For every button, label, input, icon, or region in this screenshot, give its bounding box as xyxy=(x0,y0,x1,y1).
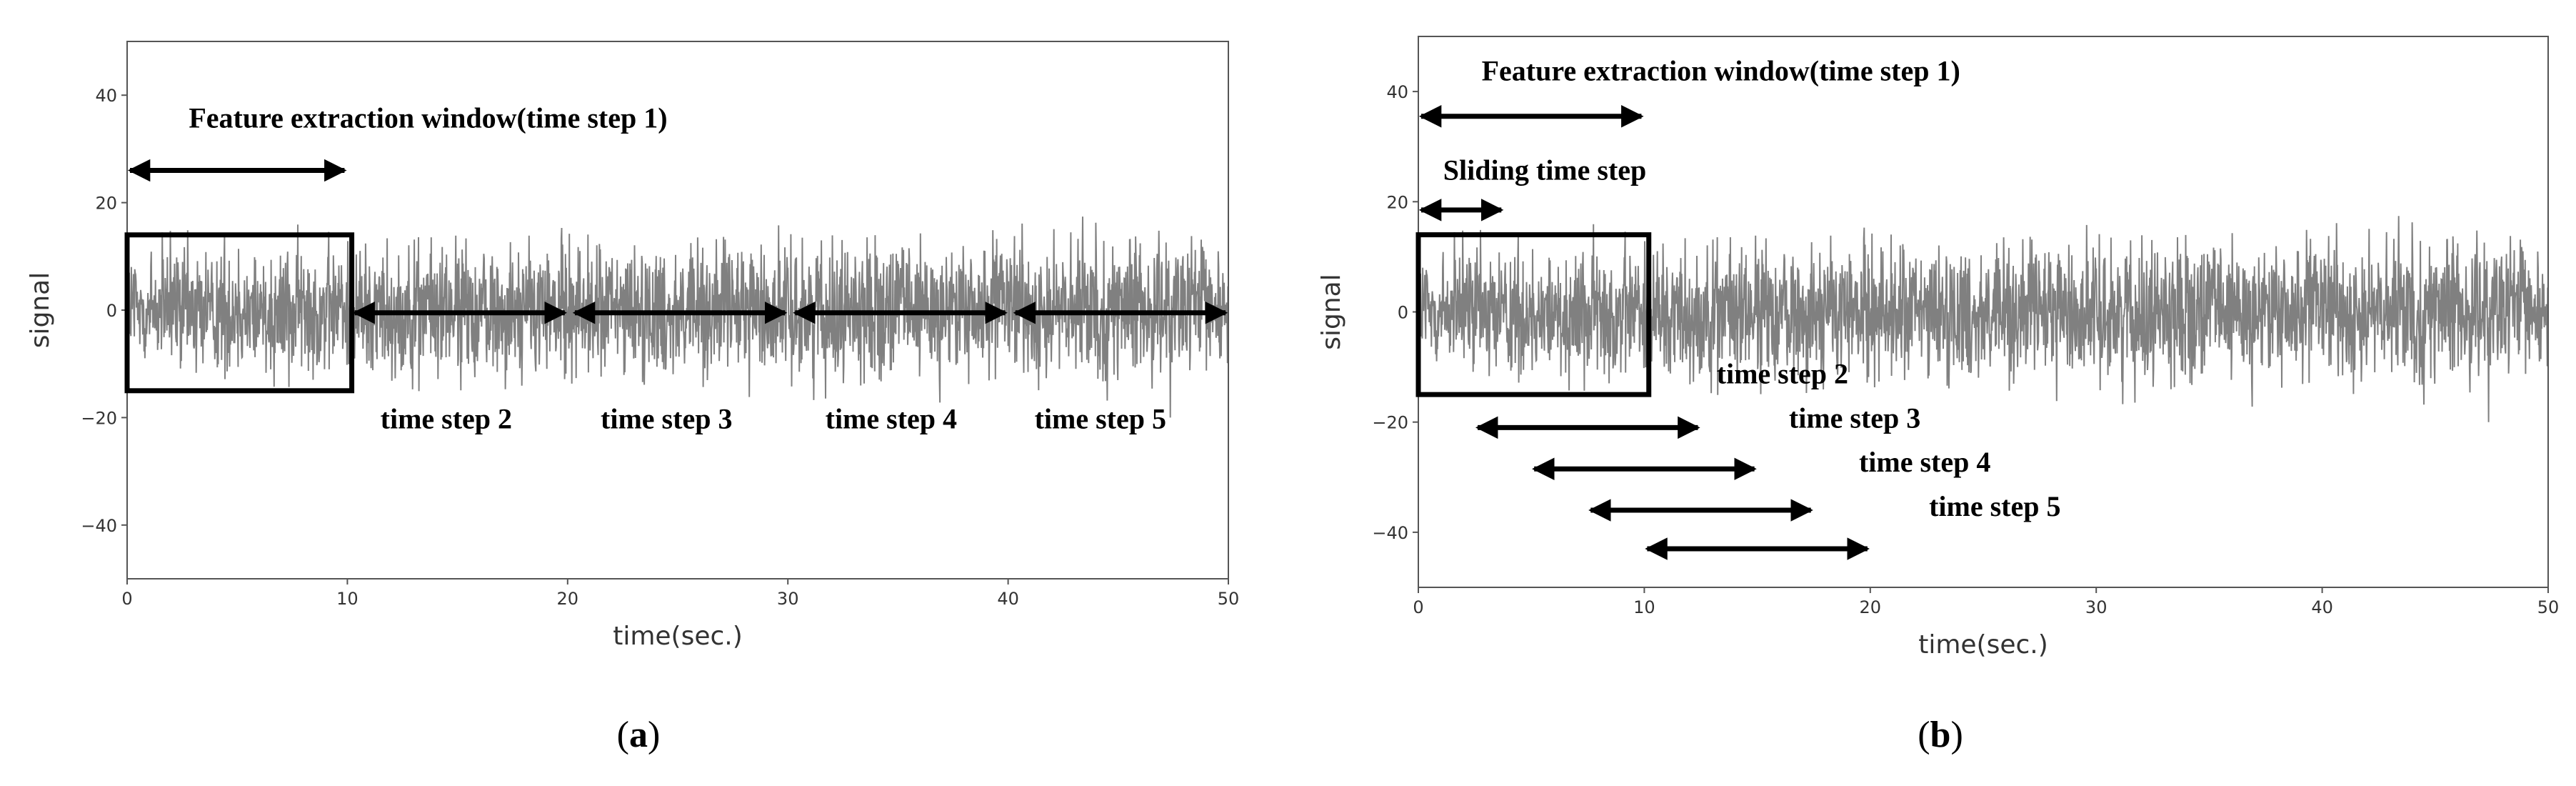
caption-a: (a) xyxy=(617,715,661,755)
x-tick-label: 0 xyxy=(1413,597,1423,617)
y-tick-label: −40 xyxy=(1372,523,1408,543)
x-tick-label: 50 xyxy=(2537,597,2560,617)
signal-line xyxy=(126,217,1229,418)
y-axis-label: signal xyxy=(26,272,55,349)
x-tick-label: 30 xyxy=(2085,597,2108,617)
annotation-label: time step 3 xyxy=(601,402,732,434)
panel-b: 0 10 20 30 40 50 −40 −20 0 20 40 time(sec.) signal Fe… xyxy=(1317,36,2559,660)
signal-line xyxy=(1418,216,2549,422)
feature-window-box xyxy=(124,232,355,394)
x-tick-label: 0 xyxy=(121,589,132,609)
x-tick-label: 10 xyxy=(336,589,359,609)
y-tick-label: −20 xyxy=(1372,413,1408,433)
y-tick-label: −20 xyxy=(81,408,117,428)
annotation-label: time step 5 xyxy=(1035,402,1166,434)
annotation-label: Feature extraction window(time step 1) xyxy=(1482,55,1960,87)
x-axis-label: time(sec.) xyxy=(613,622,743,651)
feature-window-box xyxy=(1415,232,1652,397)
x-tick-label: 40 xyxy=(997,589,1019,609)
y-tick-label: −40 xyxy=(81,516,117,536)
y-tick-label: 20 xyxy=(95,194,117,214)
y-tick-label: 0 xyxy=(1398,303,1408,323)
annotation-label: time step 2 xyxy=(1717,358,1848,390)
annotation-label: time step 4 xyxy=(826,402,957,434)
y-tick-label: 20 xyxy=(1386,192,1408,212)
x-tick-label: 30 xyxy=(777,589,799,609)
annotation-label: time step 3 xyxy=(1789,402,1920,434)
annotation-label: Sliding time step xyxy=(1443,154,1646,186)
annotation-label: time step 5 xyxy=(1929,490,2060,522)
x-tick-label: 20 xyxy=(1860,597,1882,617)
caption-b: (b) xyxy=(1918,715,1963,755)
caption-a-letter: a xyxy=(629,715,648,755)
caption-b-letter: b xyxy=(1930,715,1951,755)
x-tick-label: 20 xyxy=(557,589,579,609)
annotation-label: Feature extraction window(time step 1) xyxy=(189,101,667,134)
annotation-label: time step 4 xyxy=(1859,446,1990,478)
x-axis-label: time(sec.) xyxy=(1918,630,2048,660)
y-axis-label: signal xyxy=(1317,274,1346,350)
y-tick-label: 0 xyxy=(106,301,117,321)
x-tick-label: 50 xyxy=(1218,589,1240,609)
x-tick-label: 40 xyxy=(2311,597,2333,617)
annotation-label: time step 2 xyxy=(381,402,512,434)
panel-a: 0 10 20 30 40 50 −40 −20 0 20 40 time(sec.) signal Fe… xyxy=(26,41,1239,651)
y-tick-label: 40 xyxy=(1386,82,1408,102)
y-tick-label: 40 xyxy=(95,86,117,106)
x-tick-label: 10 xyxy=(1633,597,1655,617)
